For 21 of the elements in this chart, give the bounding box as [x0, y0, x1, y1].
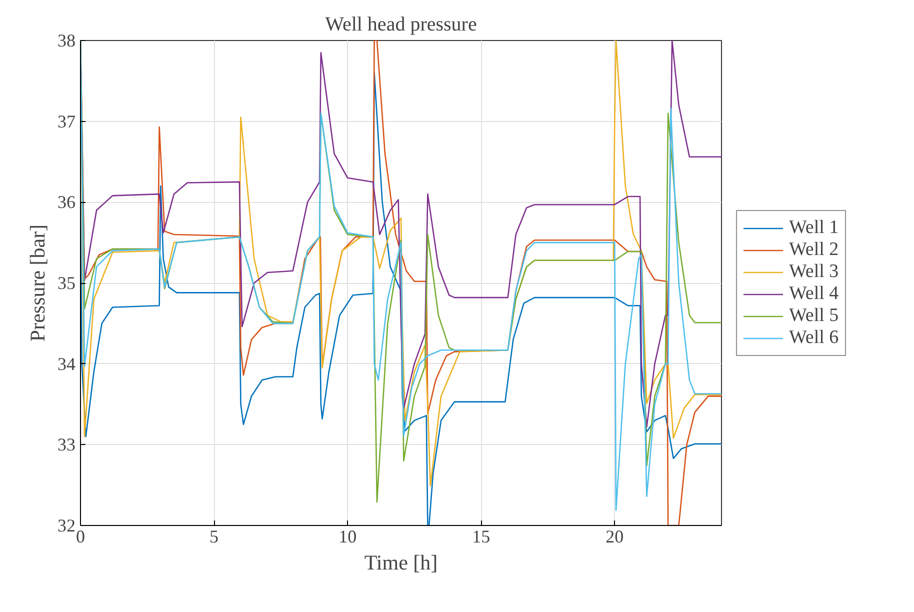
legend-label: Well 3 [789, 260, 839, 282]
y-axis-title: Pressure [bar] [26, 224, 50, 342]
y-tick-label: 35 [58, 273, 76, 293]
legend-label: Well 2 [789, 238, 839, 260]
legend-label: Well 5 [789, 304, 839, 326]
y-tick-label: 33 [58, 434, 76, 455]
x-axis-title: Time [h] [364, 550, 438, 574]
x-tick-label: 0 [76, 526, 85, 546]
legend-label: Well 1 [789, 216, 839, 238]
x-tick-label: 10 [338, 526, 357, 546]
x-tick-label: 5 [210, 526, 219, 546]
y-tick-label: 37 [58, 111, 76, 132]
y-tick-label: 32 [58, 516, 76, 536]
x-tick-label: 20 [606, 526, 624, 546]
y-tick-label: 38 [58, 30, 76, 50]
legend-label: Well 6 [789, 326, 839, 348]
x-tick-label: 15 [472, 526, 490, 546]
chart-title: Well head pressure [325, 14, 477, 36]
legend-label: Well 4 [789, 282, 839, 304]
y-tick-label: 34 [58, 354, 76, 374]
y-tick-label: 36 [58, 192, 76, 212]
